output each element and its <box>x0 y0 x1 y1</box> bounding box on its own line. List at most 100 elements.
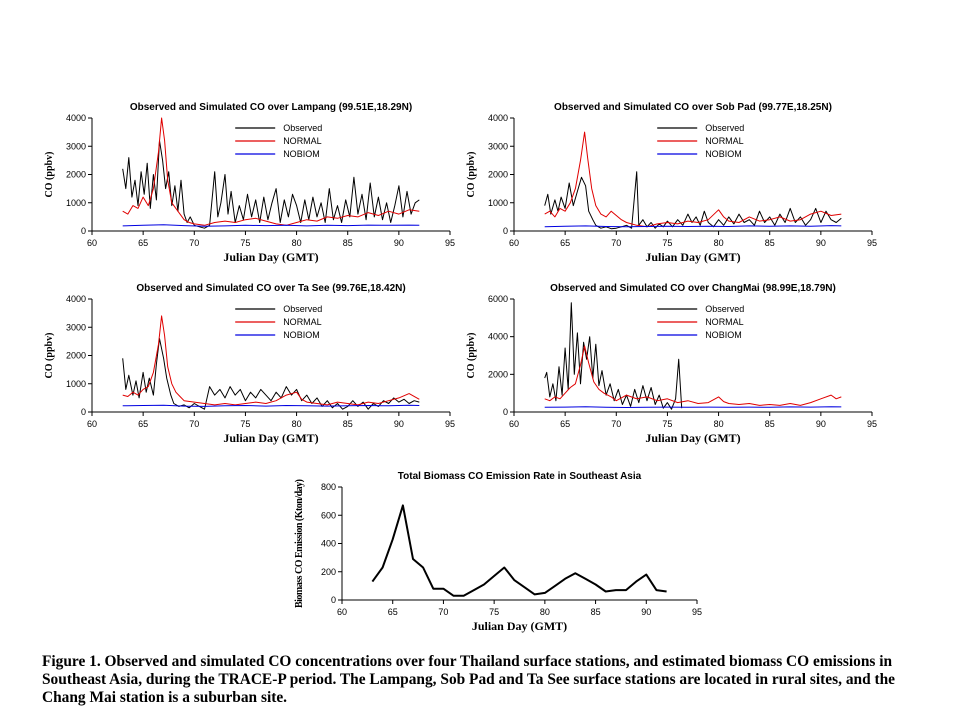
x-tick-label: 80 <box>714 238 724 248</box>
y-tick-label: 6000 <box>488 294 508 304</box>
x-tick-label: 85 <box>765 419 775 429</box>
legend-label-observed: Observed <box>283 304 322 314</box>
y-tick-label: 0 <box>81 407 86 417</box>
y-tick-label: 4000 <box>488 113 508 123</box>
y-tick-label: 0 <box>331 595 336 605</box>
y-tick-label: 4000 <box>66 113 86 123</box>
y-tick-label: 2000 <box>66 351 86 361</box>
series-line-emission <box>371 504 667 597</box>
x-tick-label: 60 <box>87 419 97 429</box>
x-tick-label: 70 <box>189 419 199 429</box>
x-tick-label: 75 <box>240 419 250 429</box>
y-tick-label: 800 <box>321 482 336 492</box>
x-tick-label: 75 <box>240 238 250 248</box>
figure-caption: Figure 1. Observed and simulated CO conc… <box>42 653 896 706</box>
x-tick-label: 95 <box>867 238 877 248</box>
series-line-observed <box>122 140 420 229</box>
series-line-nobiom <box>544 406 842 408</box>
series-line-observed <box>544 171 842 230</box>
x-tick-label: 90 <box>394 238 404 248</box>
x-tick-label: 80 <box>292 238 302 248</box>
legend-label-observed: Observed <box>705 304 744 314</box>
x-tick-label: 90 <box>394 419 404 429</box>
x-tick-label: 75 <box>489 607 499 617</box>
y-axis-label: CO (ppbv) <box>44 152 55 198</box>
chart-panel-changmai: 60 65 70 75 80 85 90 95 0 2000 4000 6000 Observed an… <box>466 283 877 445</box>
x-tick-label: 70 <box>611 238 621 248</box>
y-axis-label: Biomass CO Emission (Kton/day) <box>294 479 305 608</box>
x-tick-label: 65 <box>138 419 148 429</box>
legend-label-normal: NORMAL <box>283 317 322 327</box>
chart-title: Observed and Simulated CO over Lampang (… <box>130 102 412 113</box>
y-tick-label: 3000 <box>66 141 86 151</box>
y-tick-label: 0 <box>503 407 508 417</box>
chart-title: Observed and Simulated CO over ChangMai … <box>550 283 836 294</box>
x-tick-label: 75 <box>662 419 672 429</box>
x-tick-label: 95 <box>692 607 702 617</box>
x-tick-label: 80 <box>540 607 550 617</box>
x-tick-label: 65 <box>388 607 398 617</box>
y-tick-label: 400 <box>321 539 336 549</box>
y-tick-label: 600 <box>321 510 336 520</box>
x-tick-label: 90 <box>816 238 826 248</box>
x-tick-label: 60 <box>509 238 519 248</box>
chart-panel-tasee: 60 65 70 75 80 85 90 95 0 1000 2000 3000 4000 Observe… <box>44 283 455 445</box>
legend-label-nobiom: NOBIOM <box>283 330 320 340</box>
x-tick-label: 60 <box>337 607 347 617</box>
x-tick-label: 95 <box>445 238 455 248</box>
legend-label-normal: NORMAL <box>283 136 322 146</box>
legend-label-observed: Observed <box>705 123 744 133</box>
y-tick-label: 2000 <box>66 170 86 180</box>
series-line-nobiom <box>122 224 420 227</box>
series-line-observed <box>122 338 420 410</box>
x-tick-label: 85 <box>591 607 601 617</box>
y-tick-label: 4000 <box>66 294 86 304</box>
series-line-observed <box>544 302 683 410</box>
legend-label-normal: NORMAL <box>705 317 744 327</box>
y-axis-label: CO (ppbv) <box>466 333 477 379</box>
y-tick-label: 2000 <box>488 170 508 180</box>
x-tick-label: 90 <box>641 607 651 617</box>
legend-label-nobiom: NOBIOM <box>283 149 320 159</box>
series-line-nobiom <box>544 225 842 228</box>
x-tick-label: 70 <box>438 607 448 617</box>
series-line-normal <box>544 345 842 406</box>
x-axis-label: Julian Day (GMT) <box>223 250 318 264</box>
x-tick-label: 95 <box>867 419 877 429</box>
x-tick-label: 65 <box>560 419 570 429</box>
x-tick-label: 70 <box>189 238 199 248</box>
legend-label-nobiom: NOBIOM <box>705 330 742 340</box>
x-tick-label: 85 <box>343 238 353 248</box>
x-tick-label: 75 <box>662 238 672 248</box>
y-tick-label: 2000 <box>488 369 508 379</box>
x-tick-label: 80 <box>292 419 302 429</box>
legend-label-nobiom: NOBIOM <box>705 149 742 159</box>
x-tick-label: 90 <box>816 419 826 429</box>
y-tick-label: 200 <box>321 567 336 577</box>
series-line-normal <box>544 131 842 228</box>
y-tick-label: 3000 <box>488 141 508 151</box>
x-tick-label: 65 <box>138 238 148 248</box>
x-axis-label: Julian Day (GMT) <box>645 250 740 264</box>
y-tick-label: 0 <box>81 226 86 236</box>
chart-panel-emission: 60 65 70 75 80 85 90 95 0 200 400 600 800 Total Bioma… <box>294 471 702 633</box>
x-axis-label: Julian Day (GMT) <box>472 619 567 633</box>
legend-label-normal: NORMAL <box>705 136 744 146</box>
chart-panel-sobpad: 60 65 70 75 80 85 90 95 0 1000 2000 3000 4000 Observe… <box>466 102 877 264</box>
x-tick-label: 65 <box>560 238 570 248</box>
y-tick-label: 1000 <box>66 379 86 389</box>
series-line-normal <box>122 117 420 226</box>
chart-panel-lampang: 60 65 70 75 80 85 90 95 0 1000 2000 3000 4000 Observe… <box>44 102 455 264</box>
x-tick-label: 70 <box>611 419 621 429</box>
chart-title: Total Biomass CO Emission Rate in Southe… <box>398 471 642 482</box>
x-tick-label: 85 <box>765 238 775 248</box>
legend-label-observed: Observed <box>283 123 322 133</box>
y-tick-label: 0 <box>503 226 508 236</box>
y-tick-label: 4000 <box>488 332 508 342</box>
series-line-normal <box>122 315 420 406</box>
y-tick-label: 3000 <box>66 322 86 332</box>
x-tick-label: 95 <box>445 419 455 429</box>
chart-title: Observed and Simulated CO over Sob Pad (… <box>554 102 832 113</box>
x-axis-label: Julian Day (GMT) <box>645 431 740 445</box>
